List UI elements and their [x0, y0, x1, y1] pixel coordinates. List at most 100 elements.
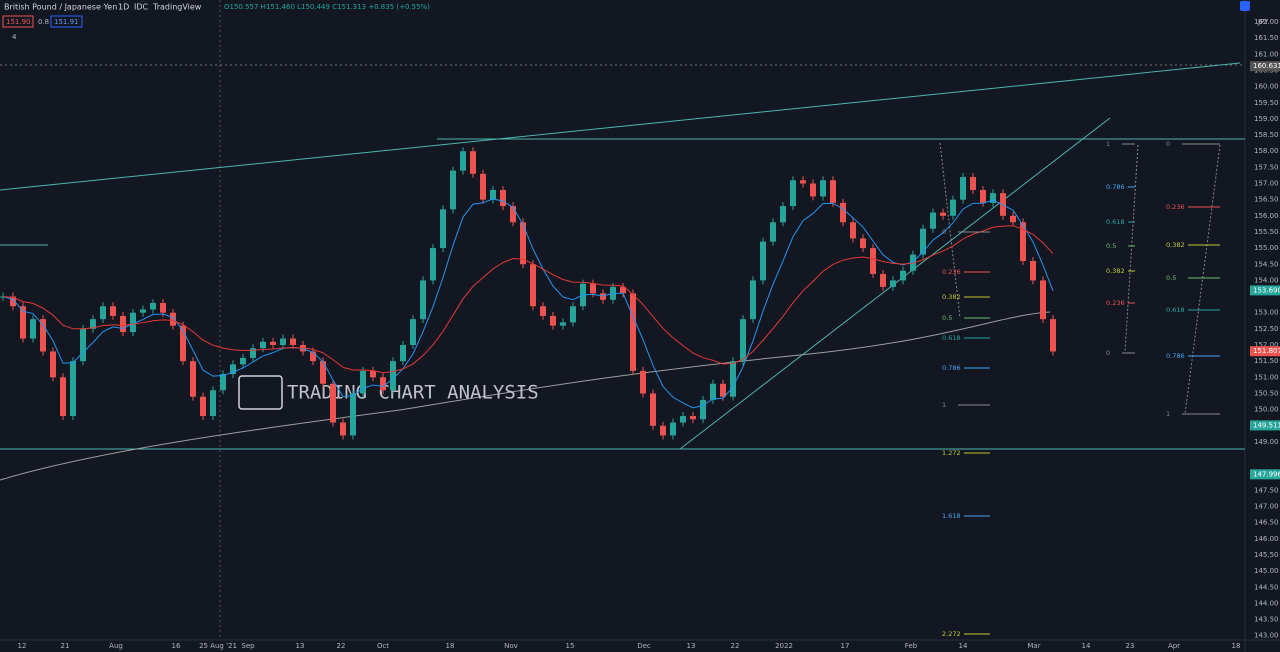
ma-200	[0, 311, 1051, 481]
fib-label: 0.382	[1106, 267, 1125, 275]
candle	[500, 189, 506, 207]
currency[interactable]: JPY	[1257, 18, 1269, 26]
candle	[550, 315, 556, 326]
price-tick-label: 156.50	[1254, 196, 1279, 204]
fib-label: 1	[942, 401, 946, 409]
candle	[650, 393, 656, 426]
candle	[670, 422, 676, 436]
candle	[570, 306, 576, 323]
sell[interactable]: 151.90	[6, 18, 31, 26]
candle	[630, 293, 636, 371]
fib-label: 0.5	[1166, 274, 1176, 282]
candle	[380, 377, 386, 391]
price-tick-label: 154.50	[1254, 260, 1279, 268]
price-tick-label: 143.50	[1254, 616, 1279, 624]
fib-label: 1	[1166, 410, 1170, 418]
fib-label: 0.382	[1166, 241, 1185, 249]
buy[interactable]: 151.91	[54, 18, 79, 26]
candle	[290, 338, 296, 345]
ohlc: O150.557 H151.460 L150.449 C151.313 +0.8…	[224, 3, 430, 11]
price-tick-label: 159.00	[1254, 115, 1279, 123]
ma-fast	[2, 198, 1054, 409]
candle	[590, 283, 596, 294]
price-tick-label: 154.00	[1254, 276, 1279, 284]
watermark-icon	[238, 375, 283, 410]
indicator-count[interactable]: 4	[12, 33, 17, 41]
candle	[400, 345, 406, 362]
candle	[800, 180, 806, 184]
fib-guide	[1124, 144, 1139, 353]
price-tick-label: 150.00	[1254, 406, 1279, 414]
candle	[710, 383, 716, 400]
candle	[370, 370, 376, 378]
time-tick-label: 22	[731, 642, 740, 650]
candle	[910, 254, 916, 271]
candle	[970, 177, 976, 190]
buy-box[interactable]	[50, 15, 83, 28]
price-tick-label: 143.00	[1254, 632, 1279, 640]
price-marker-label: 153.690	[1253, 286, 1280, 294]
price-marker	[1250, 346, 1280, 357]
candle	[720, 383, 726, 397]
header: British Pound / Japanese Yen 1D IDC Trad…	[2, 1, 1269, 41]
candle	[120, 315, 126, 333]
source: IDC	[134, 3, 149, 12]
time-tick-label: Aug	[109, 642, 123, 650]
price-marker	[1250, 420, 1280, 431]
candle	[10, 296, 16, 307]
spread: 0.8	[38, 18, 49, 26]
candle	[1050, 319, 1056, 352]
price-tick-label: 145.50	[1254, 551, 1279, 559]
time-tick-label: 2022	[775, 642, 793, 650]
fib-label: 0.786	[942, 364, 961, 372]
candle	[830, 180, 836, 203]
fib-label: 0.618	[942, 334, 961, 342]
candle	[760, 241, 766, 281]
price-tick-label: 159.50	[1254, 99, 1279, 107]
candle	[460, 151, 466, 171]
candle	[770, 222, 776, 242]
settings-icon[interactable]	[1240, 1, 1250, 11]
candle	[680, 416, 686, 423]
candle	[940, 212, 946, 216]
price-tick-label: 147.50	[1254, 486, 1279, 494]
price-tick-label: 162.00	[1254, 18, 1279, 26]
price-tick-label: 146.00	[1254, 535, 1279, 543]
candle	[540, 306, 546, 316]
interval: 1D	[118, 3, 129, 12]
time-tick-label: 18	[446, 642, 455, 650]
candle	[740, 319, 746, 362]
time-tick-label: 25 Aug '21	[199, 642, 237, 650]
time-tick-label: Feb	[905, 642, 918, 650]
candle	[820, 180, 826, 197]
fib-label: 0	[942, 228, 946, 236]
candle	[880, 273, 886, 287]
candle	[1020, 222, 1026, 262]
time-tick-label: Nov	[504, 642, 518, 650]
candle	[690, 416, 696, 420]
candle	[920, 228, 926, 255]
candle	[640, 370, 646, 394]
candle	[600, 293, 606, 300]
watermark-text: TRADING CHART ANALYSIS	[287, 382, 539, 404]
time-tick-label: Oct	[377, 642, 389, 650]
fib-label: 0.5	[1106, 242, 1116, 250]
candle	[80, 328, 86, 362]
time-tick-label: 13	[296, 642, 305, 650]
price-tick-label: 146.50	[1254, 519, 1279, 527]
price-tick-label: 158.00	[1254, 147, 1279, 155]
candle	[140, 309, 146, 313]
candle	[980, 189, 986, 203]
sell-box[interactable]	[2, 15, 34, 28]
candle	[190, 361, 196, 397]
candle	[430, 248, 436, 281]
candle	[950, 199, 956, 216]
candle	[100, 306, 106, 320]
candle	[870, 248, 876, 274]
candle	[240, 357, 246, 365]
time-tick-label: Apr	[1168, 642, 1180, 650]
candle	[160, 303, 166, 313]
price-tick-label: 144.00	[1254, 599, 1279, 607]
candle	[30, 319, 36, 339]
